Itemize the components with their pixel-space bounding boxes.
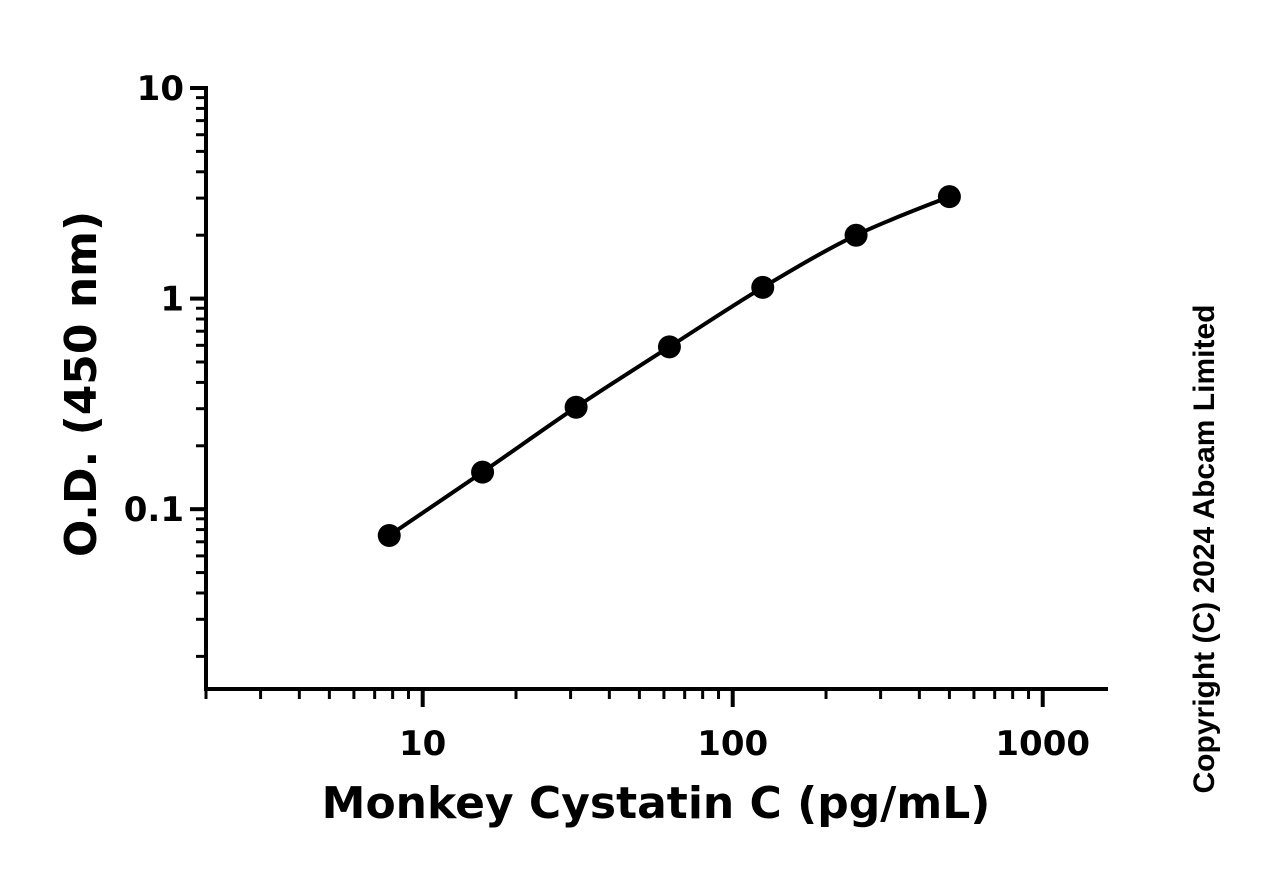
y-tick-label: 1 [160,280,184,320]
data-point [844,223,868,247]
y-tick-label: 0.1 [124,490,184,530]
y-axis-tick-labels: 0.1 1 10 [124,69,184,530]
y-tick-label: 10 [137,69,184,109]
x-tick-label: 100 [697,724,768,764]
data-points [377,185,961,547]
x-axis-tick-labels: 10 100 1000 [399,724,1090,764]
data-point [377,523,401,547]
data-point [471,460,495,484]
x-tick-label: 1000 [995,724,1090,764]
data-point [657,335,681,359]
copyright-notice: Copyright (C) 2024 Abcam Limited [1188,305,1221,794]
x-axis-major-ticks [420,689,1045,707]
y-axis-title: O.D. (450 nm) [56,211,107,557]
data-point [937,185,961,209]
x-tick-label: 10 [399,724,446,764]
y-axis-major-ticks [190,86,206,512]
data-point [751,275,775,299]
fit-curve [387,194,952,538]
x-axis-title: Monkey Cystatin C (pg/mL) [322,778,991,829]
data-point [564,395,588,419]
